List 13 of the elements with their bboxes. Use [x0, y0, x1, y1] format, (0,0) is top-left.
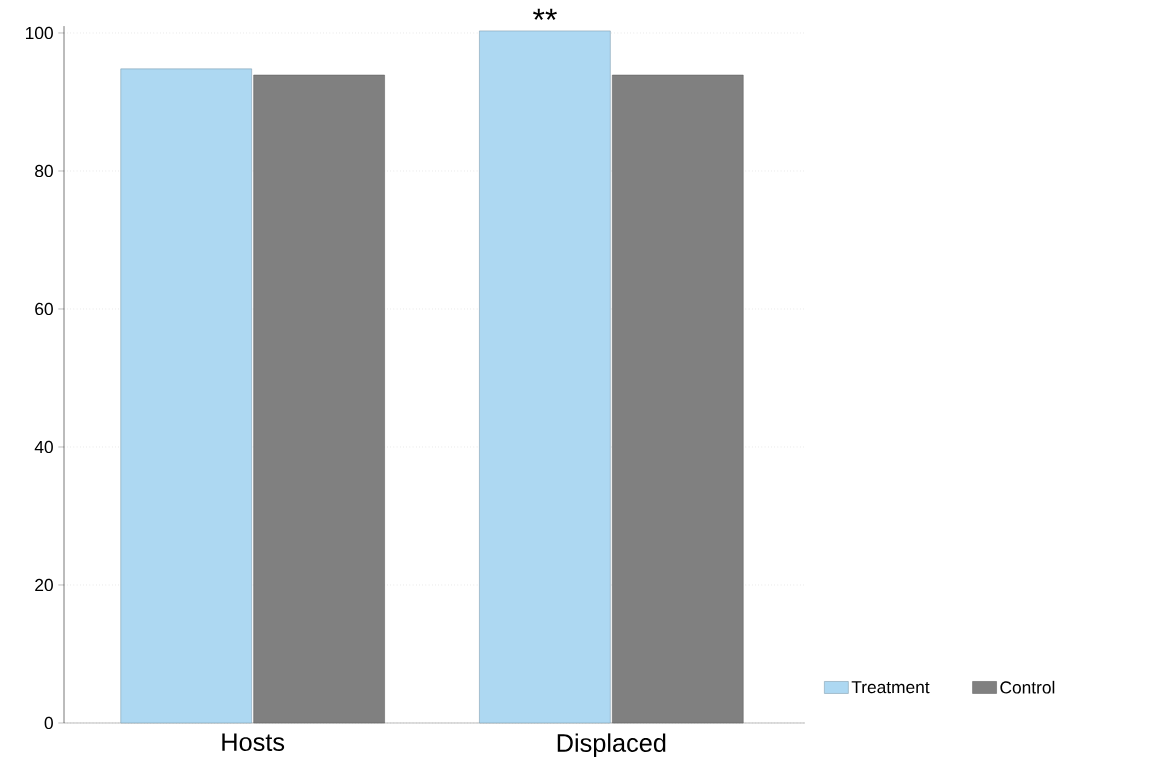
y-tick-label: 80 — [35, 164, 53, 178]
y-tick-label: 20 — [35, 578, 53, 592]
legend-label: Treatment — [851, 681, 930, 694]
y-tick-label: 0 — [44, 716, 53, 730]
y-tick-label: 60 — [35, 302, 53, 316]
y-tick-label: 100 — [26, 26, 53, 40]
bar — [120, 68, 252, 724]
x-tick-label: Hosts — [222, 733, 285, 752]
annotation: ** — [533, 8, 557, 20]
y-tick-label: 40 — [34, 440, 53, 454]
x-tick-label: Displaced — [557, 733, 666, 757]
bar — [479, 30, 611, 724]
legend-label: Control — [1000, 680, 1055, 694]
